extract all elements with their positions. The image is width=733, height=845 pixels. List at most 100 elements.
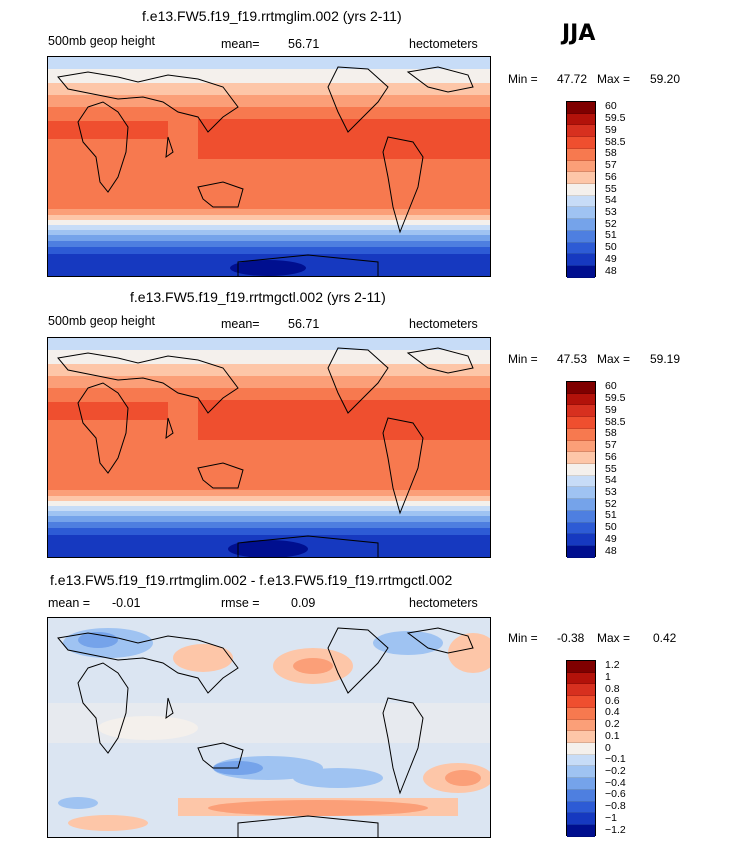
panel1-mean-value: 56.71: [288, 37, 320, 51]
panel2-mean-value: 56.71: [288, 317, 320, 331]
colorbar-swatch: [567, 731, 595, 744]
colorbar-swatch: [567, 661, 595, 673]
colorbar-swatch: [567, 801, 595, 814]
panel2-field-label: 500mb geop height: [48, 314, 156, 328]
panel3-rmse-value: 0.09: [291, 596, 316, 610]
colorbar-tick-label: 56: [605, 170, 617, 183]
colorbar-tick-label: 50: [605, 241, 617, 254]
colorbar-swatch: [567, 743, 595, 755]
panel3-mean-label: mean =: [48, 596, 91, 610]
colorbar-swatch: [567, 382, 595, 394]
colorbar-tick-label: −0.4: [605, 776, 626, 789]
colorbar-swatch: [567, 789, 595, 802]
panel3-min-value: -0.38: [557, 631, 585, 645]
colorbar-tick-label: 51: [605, 509, 617, 522]
panel1-max-label: Max =: [597, 72, 631, 86]
colorbar-swatch: [567, 266, 595, 278]
panel3-map-field: [48, 618, 490, 837]
colorbar-tick-label: 0.8: [605, 682, 620, 695]
colorbar-tick-label: 58: [605, 147, 617, 160]
colorbar-swatch: [567, 510, 595, 523]
colorbar-swatch: [567, 254, 595, 267]
colorbar-tick-label: 0.4: [605, 706, 620, 719]
colorbar-swatch: [567, 160, 595, 173]
panel2-map-field: [48, 338, 490, 557]
colorbar-swatch: [567, 393, 595, 406]
colorbar-swatch: [567, 475, 595, 488]
colorbar-swatch: [567, 546, 595, 558]
colorbar-swatch: [567, 825, 595, 837]
colorbar-swatch: [567, 696, 595, 708]
panel2-min-label: Min =: [508, 352, 538, 366]
panel3-max-label: Max =: [597, 631, 631, 645]
colorbar-tick-label: 0: [605, 741, 611, 754]
colorbar-tick-label: 58.5: [605, 415, 626, 428]
colorbar-tick-label: 55: [605, 182, 617, 195]
colorbar-tick-label: 59.5: [605, 112, 626, 125]
panel1-min-value: 47.72: [557, 72, 588, 86]
colorbar-swatch: [567, 813, 595, 826]
colorbar-swatch: [567, 534, 595, 547]
colorbar-swatch: [567, 464, 595, 476]
colorbar-swatch: [567, 405, 595, 418]
colorbar-swatch: [567, 440, 595, 453]
colorbar-tick-label: −1.2: [605, 823, 626, 836]
panel3-max-value: 0.42: [653, 631, 677, 645]
panel3-map: [47, 617, 491, 838]
colorbar-tick-label: 60: [605, 100, 617, 113]
panel1-colorbar: [566, 101, 596, 278]
colorbar-swatch: [567, 707, 595, 720]
colorbar-swatch: [567, 522, 595, 535]
colorbar-tick-label: 59: [605, 403, 617, 416]
colorbar-tick-label: −0.6: [605, 788, 626, 801]
colorbar-swatch: [567, 487, 595, 500]
panel1-mean-label: mean=: [221, 37, 260, 51]
panel1-field-label: 500mb geop height: [48, 34, 156, 48]
colorbar-tick-label: 58: [605, 427, 617, 440]
colorbar-tick-label: 59: [605, 123, 617, 136]
colorbar-tick-label: 0.6: [605, 694, 620, 707]
colorbar-swatch: [567, 172, 595, 185]
colorbar-tick-label: 53: [605, 485, 617, 498]
colorbar-tick-label: 59.5: [605, 392, 626, 405]
panel2-units: hectometers: [409, 317, 478, 331]
panel1-map-field: [48, 57, 490, 276]
colorbar-swatch: [567, 125, 595, 138]
panel2-colorbar: [566, 381, 596, 558]
colorbar-tick-label: 58.5: [605, 135, 626, 148]
colorbar-tick-label: 50: [605, 521, 617, 534]
colorbar-tick-label: 53: [605, 205, 617, 218]
colorbar-swatch: [567, 428, 595, 441]
colorbar-tick-label: 48: [605, 544, 617, 557]
panel3-units: hectometers: [409, 596, 478, 610]
panel2-min-value: 47.53: [557, 352, 588, 366]
colorbar-swatch: [567, 184, 595, 196]
panel1-min-label: Min =: [508, 72, 538, 86]
colorbar-swatch: [567, 242, 595, 255]
panel1-max-value: 59.20: [650, 72, 681, 86]
colorbar-swatch: [567, 452, 595, 465]
colorbar-tick-label: 48: [605, 264, 617, 277]
colorbar-swatch: [567, 219, 595, 231]
colorbar-tick-label: 49: [605, 532, 617, 545]
colorbar-tick-label: 0.1: [605, 729, 620, 742]
colorbar-swatch: [567, 207, 595, 220]
panel3-mean-value: -0.01: [112, 596, 141, 610]
colorbar-tick-label: 0.2: [605, 718, 620, 731]
colorbar-swatch: [567, 230, 595, 243]
colorbar-tick-label: 49: [605, 252, 617, 265]
colorbar-tick-label: −0.1: [605, 753, 626, 766]
panel3-rmse-label: rmse =: [221, 596, 260, 610]
panel2-max-label: Max =: [597, 352, 631, 366]
colorbar-tick-label: 60: [605, 380, 617, 393]
colorbar-swatch: [567, 417, 595, 429]
colorbar-tick-label: 52: [605, 497, 617, 510]
colorbar-tick-label: 57: [605, 159, 617, 172]
colorbar-swatch: [567, 766, 595, 779]
colorbar-tick-label: 1.2: [605, 659, 620, 672]
panel2-mean-label: mean=: [221, 317, 260, 331]
season-label: JJA: [562, 21, 596, 46]
colorbar-tick-label: 54: [605, 194, 617, 207]
panel2-max-value: 59.19: [650, 352, 681, 366]
panel2-map: [47, 337, 491, 558]
